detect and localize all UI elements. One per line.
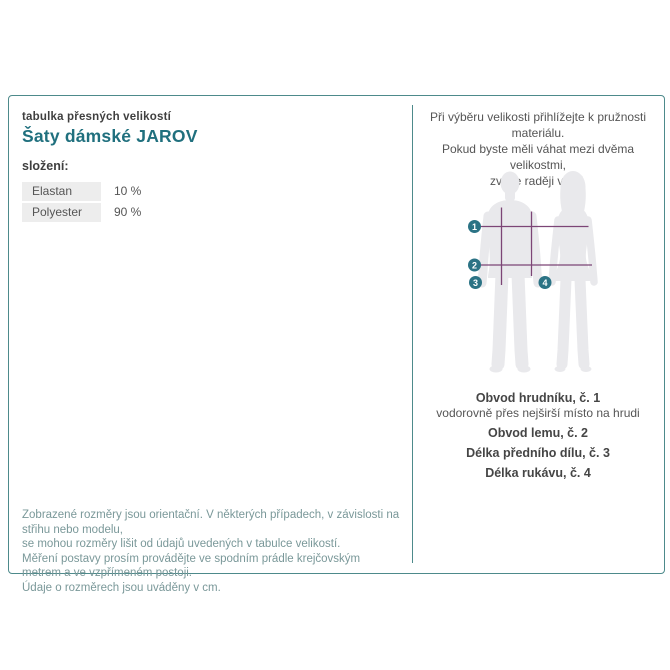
marker-2-number: 2 xyxy=(472,260,477,270)
marker-3-icon xyxy=(469,276,482,289)
advice-line: Při výběru velikosti přihlížejte k pružn… xyxy=(429,110,647,140)
advice-line: Pokud byste měli váhat mezi dvěma veliko… xyxy=(441,142,635,172)
percentage-cell: 90 % xyxy=(114,205,142,219)
disclaimer-line: Měření postavy prosím provádějte ve spod… xyxy=(22,552,361,580)
measurement-sublabel: vodorovně přes nejširší místo na hrudi xyxy=(436,406,640,420)
measurement-label: Obvod hrudníku, č. 1 xyxy=(475,391,601,405)
marker-3-number: 3 xyxy=(473,278,478,288)
female-silhouette xyxy=(548,171,598,372)
measurement-label: Délka předního dílu, č. 3 xyxy=(466,446,610,460)
measurement-lines xyxy=(476,207,592,285)
disclaimer-line: Údaje o rozměrech jsou uváděny v cm. xyxy=(22,581,221,594)
disclaimer-line: se mohou rozměry lišit od údajů uvedenýc… xyxy=(22,538,341,550)
material-cell: Elastan xyxy=(22,182,101,201)
disclaimer-text: Zobrazené rozměry jsou orientační. V něk… xyxy=(22,508,402,595)
measurement-label: Délka rukávu, č. 4 xyxy=(485,466,591,480)
marker-4-icon xyxy=(538,276,552,289)
composition-table: Elastan 10 % Polyester 90 % xyxy=(22,182,141,224)
marker-1-icon xyxy=(468,220,481,233)
material-cell: Polyester xyxy=(22,203,101,222)
measurement-legend: Obvod hrudníku, č. 1 vodorovně přes nejš… xyxy=(413,391,663,481)
marker-1-number: 1 xyxy=(472,222,477,232)
disclaimer-line: Zobrazené rozměry jsou orientační. V něk… xyxy=(22,509,400,536)
table-row: Elastan 10 % xyxy=(22,182,141,201)
table-row: Polyester 90 % xyxy=(22,203,141,222)
marker-2-icon xyxy=(468,258,481,272)
measurement-figure: 1 2 3 4 xyxy=(412,160,666,385)
vertical-divider xyxy=(412,105,413,563)
size-table-caption: tabulka přesných velikostí xyxy=(22,111,172,123)
measurement-label: Obvod lemu, č. 2 xyxy=(487,426,589,440)
marker-4-number: 4 xyxy=(542,278,547,288)
percentage-cell: 10 % xyxy=(114,184,142,198)
body-silhouettes-illustration: 1 2 3 4 xyxy=(468,171,598,373)
page-title: Šaty dámské JAROV xyxy=(22,126,198,146)
composition-heading: složení: xyxy=(22,159,69,173)
male-silhouette xyxy=(477,171,543,373)
content-panel: tabulka přesných velikostí Šaty dámské J… xyxy=(8,95,666,594)
measurement-markers: 1 2 3 4 xyxy=(468,220,552,289)
